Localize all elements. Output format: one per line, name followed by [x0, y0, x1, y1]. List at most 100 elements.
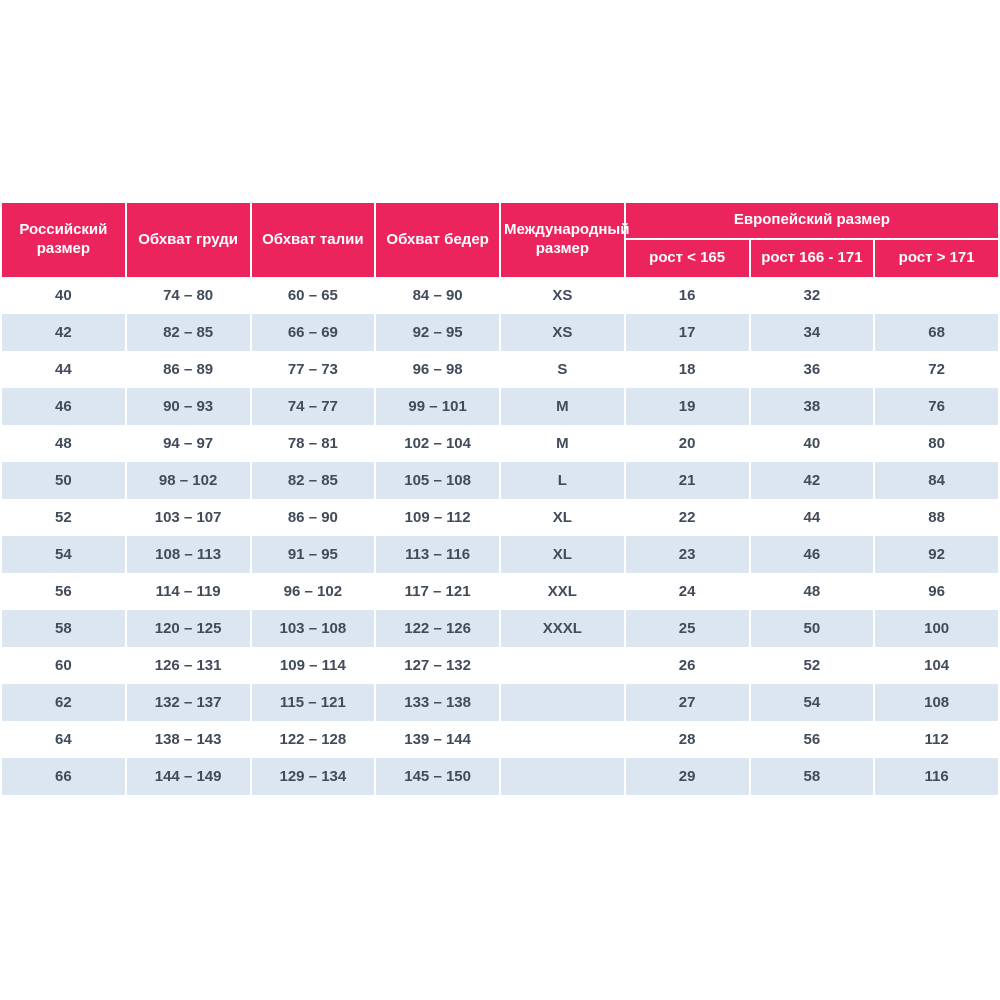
cell: 16	[678, 287, 696, 304]
cell	[875, 277, 998, 314]
cell: 76	[875, 388, 998, 425]
cell: 84	[875, 462, 998, 499]
cell: XS	[552, 287, 573, 304]
cell: XL	[552, 509, 572, 526]
cell	[501, 758, 624, 795]
cell: 66	[2, 758, 125, 795]
cell: 42	[750, 462, 874, 499]
header-waist: Обхват талии	[251, 203, 375, 277]
table-row: 60 126 – 131 109 – 114 127 – 132 26 52 1…	[2, 647, 998, 684]
cell: 96 – 98	[412, 361, 463, 378]
cell: 91 – 95	[251, 536, 375, 573]
cell: 139 – 144	[404, 731, 471, 748]
cell: 40	[803, 435, 821, 452]
cell: 54	[2, 536, 125, 573]
cell: 86 – 89	[163, 361, 214, 378]
cell: 103 – 108	[251, 610, 375, 647]
header-height-166-171: рост 166 - 171	[750, 240, 874, 277]
cell: 48	[803, 583, 821, 600]
cell: XL	[501, 536, 624, 573]
cell: XXXL	[501, 610, 624, 647]
cell: 62	[2, 684, 125, 721]
cell: 108	[875, 684, 998, 721]
table-row: 52 103 – 107 86 – 90 109 – 112 XL 22 44 …	[2, 499, 998, 536]
table-body: 40 74 – 80 60 – 65 84 – 90 XS 16 32 42 8…	[2, 277, 998, 795]
cell: 84 – 90	[412, 287, 463, 304]
cell: 34	[750, 314, 874, 351]
cell: 90 – 93	[126, 388, 250, 425]
table-row: 44 86 – 89 77 – 73 96 – 98 S 18 36 72	[2, 351, 998, 388]
table-row: 62 132 – 137 115 – 121 133 – 138 27 54 1…	[2, 684, 998, 721]
cell	[501, 684, 624, 721]
cell: 126 – 131	[154, 657, 222, 674]
cell: 44	[803, 509, 821, 526]
table-row: 40 74 – 80 60 – 65 84 – 90 XS 16 32	[2, 277, 998, 314]
cell: 120 – 125	[126, 610, 250, 647]
cell: 129 – 134	[251, 758, 375, 795]
cell: 113 – 116	[376, 536, 499, 573]
cell: 122 – 128	[279, 731, 347, 748]
cell: 98 – 102	[126, 462, 250, 499]
size-conversion-table: Российский размер Обхват груди Обхват та…	[0, 203, 1000, 795]
header-height-lt-165: рост < 165	[625, 240, 749, 277]
cell: M	[501, 388, 624, 425]
cell: 56	[803, 731, 821, 748]
table-row: 58 120 – 125 103 – 108 122 – 126 XXXL 25…	[2, 610, 998, 647]
cell: 25	[625, 610, 749, 647]
cell: 86 – 90	[287, 509, 338, 526]
cell: 72	[928, 361, 945, 378]
cell: M	[556, 435, 569, 452]
cell: 80	[928, 435, 945, 452]
cell: 138 – 143	[154, 731, 222, 748]
table-row: 42 82 – 85 66 – 69 92 – 95 XS 17 34 68	[2, 314, 998, 351]
cell: 21	[625, 462, 749, 499]
cell: 23	[625, 536, 749, 573]
cell: 18	[678, 361, 696, 378]
cell: 29	[625, 758, 749, 795]
cell: L	[501, 462, 624, 499]
cell: 58	[2, 610, 125, 647]
header-height-gt-171: рост > 171	[875, 240, 998, 277]
cell: 100	[875, 610, 998, 647]
cell: 22	[678, 509, 696, 526]
cell: 46	[2, 388, 125, 425]
cell: 28	[678, 731, 696, 748]
cell: 109 – 112	[404, 509, 471, 526]
cell: 116	[875, 758, 998, 795]
table-row: 66 144 – 149 129 – 134 145 – 150 29 58 1…	[2, 758, 998, 795]
cell: 38	[750, 388, 874, 425]
cell: 112	[924, 731, 949, 748]
cell: 122 – 126	[376, 610, 499, 647]
cell: XS	[501, 314, 624, 351]
table-row: 48 94 – 97 78 – 81 102 – 104 M 20 40 80	[2, 425, 998, 462]
cell	[501, 721, 624, 758]
cell: 127 – 132	[404, 657, 471, 674]
cell: 60	[55, 657, 72, 674]
cell: 74 – 80	[163, 287, 214, 304]
cell: 58	[750, 758, 874, 795]
cell: 109 – 114	[279, 657, 346, 674]
header-international-size: Международный размер	[501, 203, 629, 277]
cell: 114 – 119	[155, 583, 221, 600]
cell: 144 – 149	[126, 758, 250, 795]
cell: 99 – 101	[376, 388, 499, 425]
cell: 105 – 108	[376, 462, 499, 499]
header-row-sub: рост < 165 рост 166 - 171 рост > 171	[2, 240, 998, 277]
cell: 103 – 107	[154, 509, 222, 526]
table-row: 46 90 – 93 74 – 77 99 – 101 M 19 38 76	[2, 388, 998, 425]
cell: 32	[803, 287, 821, 304]
table-row: 64 138 – 143 122 – 128 139 – 144 28 56 1…	[2, 721, 998, 758]
cell: 50	[750, 610, 874, 647]
cell: 44	[55, 361, 72, 378]
cell: S	[557, 361, 568, 378]
cell: 24	[678, 583, 696, 600]
cell: 96 – 102	[283, 583, 343, 600]
cell: 17	[625, 314, 749, 351]
cell: 56	[55, 583, 72, 600]
cell: 145 – 150	[376, 758, 499, 795]
cell: 19	[625, 388, 749, 425]
header-russian-size: Российский размер	[2, 203, 125, 277]
cell: 117 – 121	[404, 583, 471, 600]
cell: 54	[750, 684, 874, 721]
